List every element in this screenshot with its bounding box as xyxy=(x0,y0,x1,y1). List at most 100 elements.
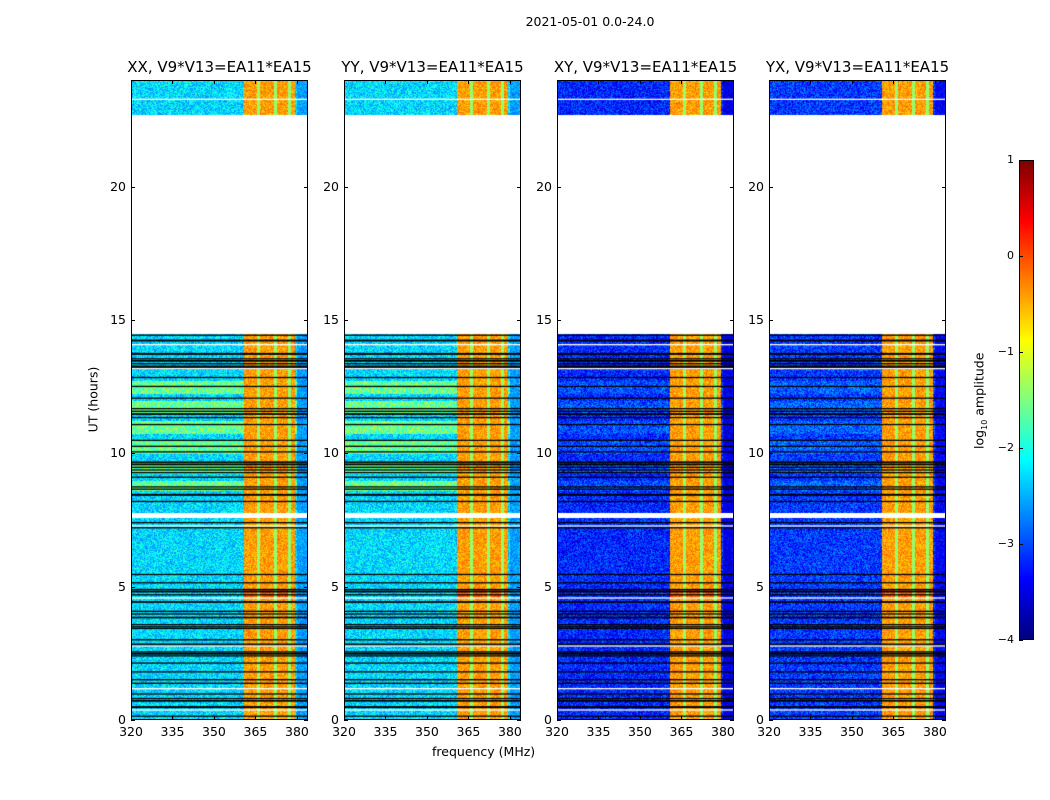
colorbar-tick-mark xyxy=(1019,448,1023,449)
y-tick-mark xyxy=(304,453,308,455)
y-tick-label: 15 xyxy=(110,312,126,327)
y-tick-mark xyxy=(517,186,521,188)
x-tick-mark xyxy=(557,80,558,84)
colorbar-tick-label: 1 xyxy=(1007,153,1014,166)
y-axis-label: UT (hours) xyxy=(85,366,101,433)
y-tick-mark xyxy=(769,320,773,321)
x-tick-label: 350 xyxy=(415,724,439,739)
x-tick-label: 335 xyxy=(798,724,823,739)
y-tick-mark xyxy=(304,720,308,721)
y-tick-label: 0 xyxy=(544,712,552,727)
colorbar-tick-mark xyxy=(1019,640,1023,641)
x-tick-mark xyxy=(426,80,428,84)
y-tick-mark xyxy=(557,186,561,188)
y-tick-label: 5 xyxy=(756,578,764,594)
x-tick-mark xyxy=(344,716,345,720)
x-tick-label: 320 xyxy=(332,724,356,739)
y-tick-mark xyxy=(131,720,135,721)
colorbar-tick-label: −1 xyxy=(997,345,1014,358)
x-tick-label: 365 xyxy=(243,724,268,739)
y-tick-mark xyxy=(131,186,135,188)
spectrogram-heatmap xyxy=(557,80,734,720)
panel-xx: XX, V9*V13=EA11*EA15 320 335 350 365 380 0 5 10 1… xyxy=(110,58,312,739)
y-tick-mark xyxy=(730,586,734,588)
x-tick-label: 335 xyxy=(160,724,185,739)
y-tick-mark xyxy=(730,720,734,721)
x-tick-mark xyxy=(810,716,812,720)
y-tick-label: 10 xyxy=(323,445,339,461)
y-tick-mark xyxy=(131,453,135,455)
x-tick-mark xyxy=(468,80,470,84)
y-tick-mark xyxy=(942,186,946,188)
y-tick-mark xyxy=(304,586,308,588)
x-tick-mark xyxy=(255,80,257,84)
x-tick-mark xyxy=(172,80,174,84)
x-tick-label: 350 xyxy=(202,724,226,739)
y-tick-label: 20 xyxy=(748,178,764,194)
spectrogram-heatmap xyxy=(769,80,946,720)
colorbar-tick-label: 0 xyxy=(1007,249,1014,262)
panel-title: YY, V9*V13=EA11*EA15 xyxy=(341,58,524,76)
x-tick-mark xyxy=(344,80,345,84)
y-tick-label: 5 xyxy=(118,578,126,594)
x-tick-mark xyxy=(296,80,298,84)
panel-yy: YY, V9*V13=EA11*EA15 320 335 350 365 380 0 5 10 1… xyxy=(323,58,524,739)
y-tick-label: 20 xyxy=(536,178,552,194)
x-tick-label: 335 xyxy=(586,724,611,739)
y-tick-mark xyxy=(557,720,561,721)
colorbar-tick-mark xyxy=(1019,160,1023,161)
x-tick-label: 335 xyxy=(373,724,398,739)
spectrogram-heatmap xyxy=(344,80,521,720)
y-tick-label: 10 xyxy=(110,445,126,461)
x-tick-mark xyxy=(213,80,215,84)
colorbar-tick-label: −3 xyxy=(997,537,1014,550)
x-tick-label: 365 xyxy=(669,724,694,739)
y-tick-label: 20 xyxy=(323,178,339,194)
x-tick-mark xyxy=(722,716,724,720)
x-tick-label: 380 xyxy=(285,724,309,739)
y-tick-label: 10 xyxy=(536,445,552,461)
x-tick-mark xyxy=(681,80,683,84)
y-tick-mark xyxy=(344,720,348,721)
y-tick-label: 15 xyxy=(323,312,339,327)
x-tick-label: 380 xyxy=(711,724,735,739)
y-tick-label: 5 xyxy=(544,578,552,594)
x-tick-mark xyxy=(509,80,511,84)
y-tick-mark xyxy=(769,453,773,455)
x-tick-mark xyxy=(851,716,853,720)
y-tick-label: 15 xyxy=(748,312,764,327)
colorbar-tick-mark xyxy=(1019,352,1023,353)
y-tick-mark xyxy=(942,586,946,588)
y-tick-label: 20 xyxy=(110,178,126,194)
x-tick-mark xyxy=(426,716,428,720)
x-tick-mark xyxy=(810,80,812,84)
x-tick-mark xyxy=(934,716,936,720)
x-tick-mark xyxy=(213,716,215,720)
y-tick-mark xyxy=(769,586,773,588)
y-tick-label: 5 xyxy=(331,578,339,594)
panel-yx: YX, V9*V13=EA11*EA15 320 335 350 365 380 0 5 10 1… xyxy=(748,58,949,739)
figure-title: 2021-05-01 0.0-24.0 xyxy=(525,14,655,29)
x-tick-mark xyxy=(557,716,558,720)
panel-title: YX, V9*V13=EA11*EA15 xyxy=(765,58,950,76)
x-axis-label: frequency (MHz) xyxy=(432,744,536,759)
x-tick-label: 365 xyxy=(456,724,481,739)
y-tick-mark xyxy=(769,720,773,721)
x-tick-mark xyxy=(769,716,770,720)
x-tick-mark xyxy=(296,716,298,720)
y-tick-mark xyxy=(344,586,348,588)
y-tick-mark xyxy=(304,320,308,321)
panel-title: XY, V9*V13=EA11*EA15 xyxy=(553,58,738,76)
y-tick-mark xyxy=(730,320,734,321)
colorbar-tick-label: −4 xyxy=(997,633,1014,646)
colorbar-tick-mark xyxy=(1019,544,1023,545)
x-tick-mark xyxy=(468,716,470,720)
y-tick-label: 0 xyxy=(756,712,764,727)
x-tick-mark xyxy=(639,80,641,84)
spectrogram-heatmap xyxy=(131,80,308,720)
y-tick-mark xyxy=(557,320,561,321)
x-tick-mark xyxy=(769,80,770,84)
x-tick-mark xyxy=(722,80,724,84)
x-tick-mark xyxy=(681,716,683,720)
